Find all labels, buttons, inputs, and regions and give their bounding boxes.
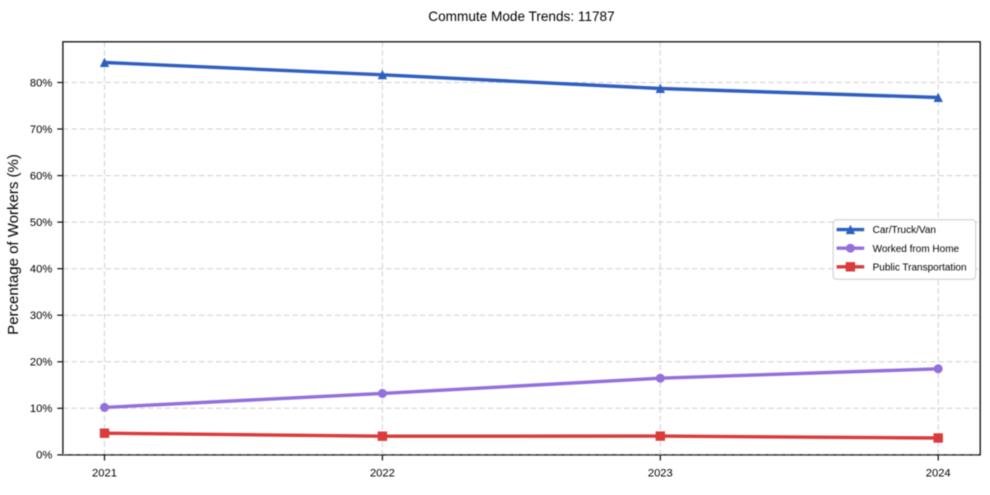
svg-text:20%: 20%	[30, 357, 52, 369]
svg-text:Worked from Home: Worked from Home	[873, 244, 960, 255]
svg-text:60%: 60%	[30, 170, 52, 182]
svg-text:2023: 2023	[648, 467, 673, 479]
svg-text:30%: 30%	[30, 310, 52, 322]
svg-text:Percentage of Workers (%): Percentage of Workers (%)	[5, 154, 22, 335]
svg-text:2022: 2022	[370, 467, 395, 479]
svg-text:Car/Truck/Van: Car/Truck/Van	[873, 225, 936, 236]
svg-text:50%: 50%	[30, 217, 52, 229]
svg-text:2024: 2024	[926, 467, 951, 479]
svg-text:0%: 0%	[36, 450, 52, 462]
svg-text:Commute Mode Trends: 11787: Commute Mode Trends: 11787	[428, 9, 614, 24]
svg-text:70%: 70%	[30, 124, 52, 136]
svg-text:40%: 40%	[30, 264, 52, 276]
svg-text:Public Transportation: Public Transportation	[873, 262, 967, 273]
svg-text:80%: 80%	[30, 77, 52, 89]
svg-text:2021: 2021	[92, 467, 117, 479]
svg-text:10%: 10%	[30, 403, 52, 415]
